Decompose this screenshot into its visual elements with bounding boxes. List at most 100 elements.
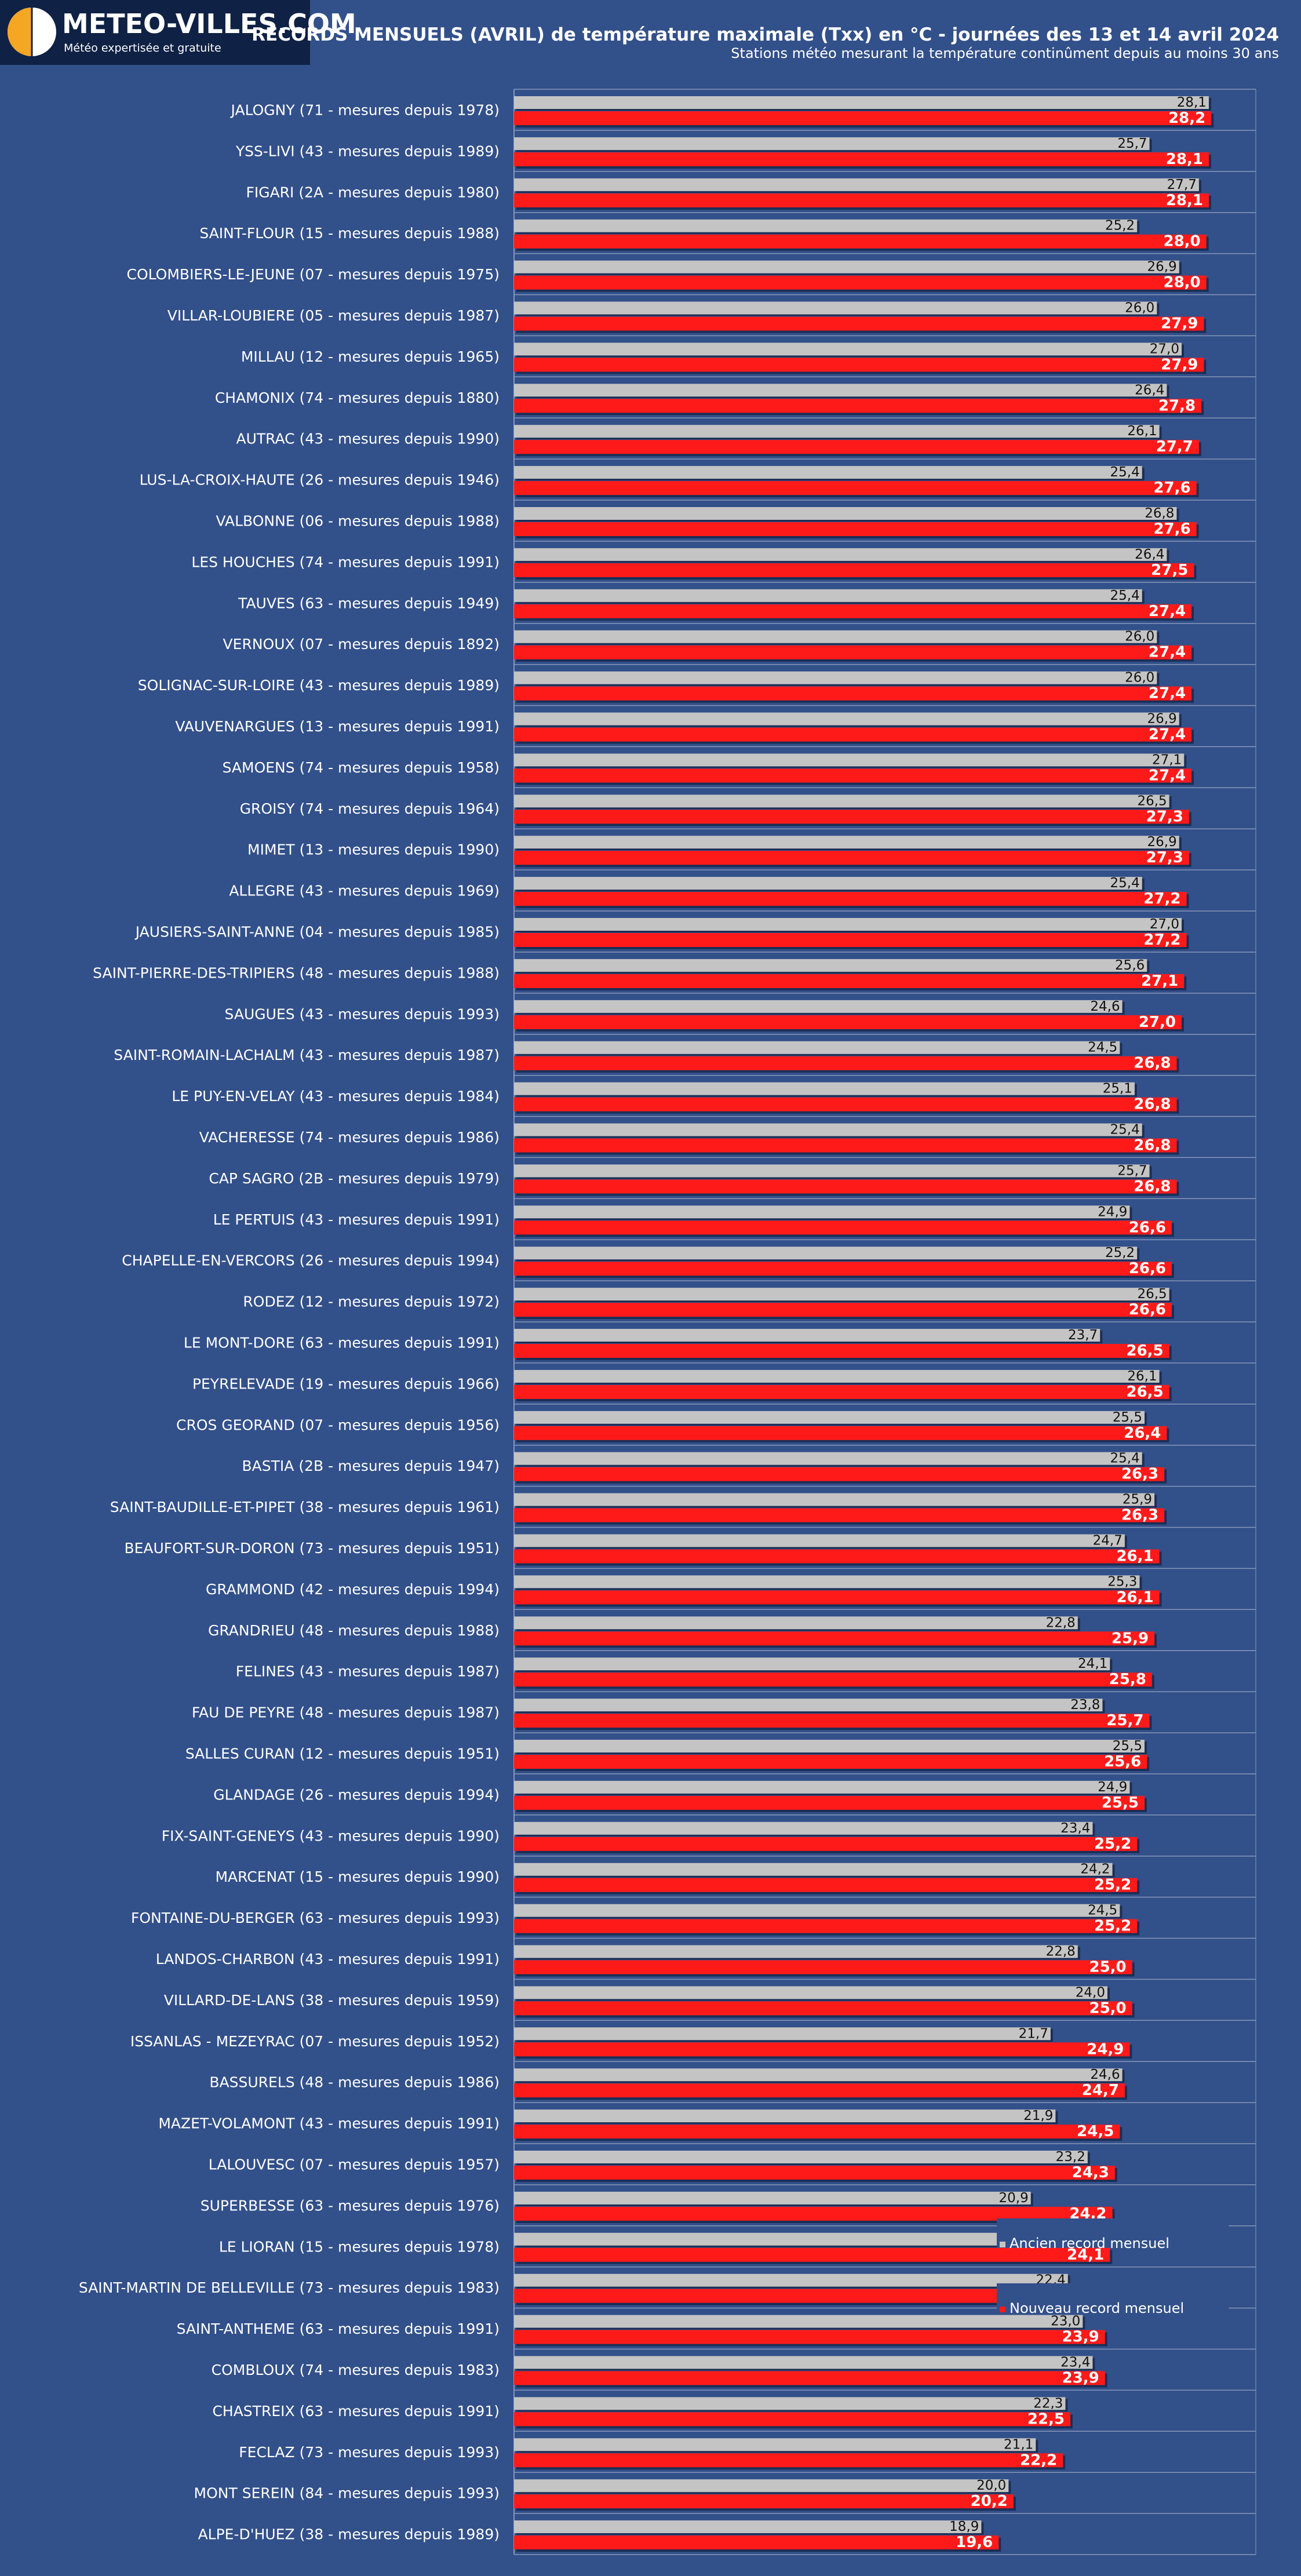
new-record-value: 19,6 xyxy=(956,2534,993,2551)
new-record-value: 27,6 xyxy=(1153,479,1190,497)
old-record-bar xyxy=(514,1452,1142,1465)
old-record-value: 24,9 xyxy=(1098,1780,1127,1795)
old-record-value: 23,0 xyxy=(1051,2314,1080,2329)
logo-banner: METEO-VILLES.COM Météo expertisée et gra… xyxy=(0,0,356,65)
station-label: SOLIGNAC-SUR-LOIRE (43 - mesures depuis … xyxy=(138,677,500,694)
old-record-value: 21,9 xyxy=(1023,2108,1053,2123)
new-record-bar xyxy=(514,1220,1172,1235)
new-record-bar xyxy=(514,974,1185,988)
new-record-value: 26,8 xyxy=(1134,1178,1171,1195)
station-label: BASTIA (2B - mesures depuis 1947) xyxy=(242,1458,500,1474)
old-record-value: 26,5 xyxy=(1137,793,1167,808)
old-record-bar xyxy=(514,2191,1031,2205)
legend-new-label: Nouveau record mensuel xyxy=(1010,2300,1184,2316)
old-record-bar xyxy=(514,1780,1130,1794)
station-label: BASSURELS (48 - mesures depuis 1986) xyxy=(209,2074,500,2091)
old-record-value: 26,4 xyxy=(1135,382,1164,398)
new-record-bar xyxy=(514,686,1192,701)
old-record-bar xyxy=(514,1329,1100,1342)
new-record-value: 27,2 xyxy=(1143,890,1180,908)
new-record-value: 25,2 xyxy=(1094,1877,1131,1894)
new-record-bar xyxy=(514,645,1192,660)
old-record-bar xyxy=(514,671,1157,684)
old-record-value: 23,7 xyxy=(1068,1328,1098,1343)
new-record-bar xyxy=(514,1179,1177,1194)
old-record-bar xyxy=(514,1575,1140,1588)
station-label: MIMET (13 - mesures depuis 1990) xyxy=(247,841,500,858)
new-record-bar xyxy=(514,1138,1177,1153)
new-record-value: 24,7 xyxy=(1082,2082,1119,2099)
old-record-value: 25,4 xyxy=(1110,588,1140,603)
old-record-bar xyxy=(514,2438,1036,2451)
old-record-bar xyxy=(514,918,1182,931)
new-record-value: 25,5 xyxy=(1102,1794,1139,1812)
new-record-value: 26,5 xyxy=(1127,1383,1164,1401)
new-record-bar xyxy=(514,2453,1063,2468)
new-record-value: 23,9 xyxy=(1062,2329,1099,2346)
new-record-value: 26,1 xyxy=(1116,1588,1153,1606)
old-record-bar xyxy=(514,1041,1120,1054)
old-record-value: 24,7 xyxy=(1093,1533,1123,1548)
old-record-bar xyxy=(514,1945,1078,1958)
old-record-bar xyxy=(514,1247,1138,1260)
old-record-value: 20,9 xyxy=(999,2191,1029,2206)
station-label: SAINT-ANTHEME (63 - mesures depuis 1991) xyxy=(177,2320,500,2337)
station-label: SAINT-BAUDILLE-ET-PIPET (38 - mesures de… xyxy=(110,1499,500,1515)
old-record-value: 24,6 xyxy=(1090,2067,1120,2082)
legend-old-label: Ancien record mensuel xyxy=(1010,2235,1169,2251)
station-label: FIX-SAINT-GENEYS (43 - mesures depuis 19… xyxy=(162,1827,500,1844)
new-record-value: 25,6 xyxy=(1104,1753,1141,1770)
station-label: SAINT-PIERRE-DES-TRIPIERS (48 - mesures … xyxy=(93,964,500,981)
station-label: FIGARI (2A - mesures depuis 1980) xyxy=(246,184,500,201)
legend-new-swatch xyxy=(1000,2307,1005,2312)
old-record-bar xyxy=(514,137,1150,150)
old-record-bar xyxy=(514,712,1179,726)
sun-logo-icon xyxy=(8,8,56,56)
station-label: CAP SAGRO (2B - mesures depuis 1979) xyxy=(209,1170,500,1187)
old-record-bar xyxy=(514,548,1167,561)
old-record-bar xyxy=(514,589,1142,602)
old-record-bar xyxy=(514,2479,1009,2493)
new-record-value: 26,6 xyxy=(1129,1260,1166,1277)
new-record-bar xyxy=(514,727,1192,742)
new-record-value: 26,3 xyxy=(1121,1466,1158,1483)
old-record-value: 23,2 xyxy=(1056,2149,1085,2165)
station-label: GROISY (74 - mesures depuis 1964) xyxy=(240,800,500,817)
old-record-value: 25,4 xyxy=(1110,1123,1140,1138)
new-record-bar xyxy=(514,2494,1014,2509)
new-record-value: 26,3 xyxy=(1121,1507,1158,1524)
station-label: VILLAR-LOUBIERE (05 - mesures depuis 198… xyxy=(167,307,500,324)
new-record-value: 24,1 xyxy=(1067,2246,1104,2264)
old-record-bar xyxy=(514,959,1147,972)
old-record-bar xyxy=(514,1699,1103,1712)
station-label: LANDOS-CHARBON (43 - mesures depuis 1991… xyxy=(156,1951,500,1967)
old-record-bar xyxy=(514,630,1157,643)
station-label: GRAMMOND (42 - mesures depuis 1994) xyxy=(206,1581,500,1598)
station-label: SUPERBESSE (63 - mesures depuis 1976) xyxy=(201,2197,500,2214)
station-label: SAUGUES (43 - mesures depuis 1993) xyxy=(225,1005,500,1022)
old-record-value: 25,5 xyxy=(1113,1739,1142,1754)
new-record-value: 28,1 xyxy=(1166,192,1203,209)
new-record-value: 27,0 xyxy=(1139,1014,1176,1031)
old-record-bar xyxy=(514,466,1142,479)
old-record-bar xyxy=(514,2397,1066,2410)
old-record-bar xyxy=(514,2273,1068,2287)
new-record-bar xyxy=(514,1467,1165,1481)
old-record-value: 24,0 xyxy=(1076,1985,1105,2000)
old-record-value: 24,9 xyxy=(1098,1204,1127,1219)
old-record-bar xyxy=(514,1411,1145,1424)
station-label: BEAUFORT-SUR-DORON (73 - mesures depuis … xyxy=(124,1540,500,1557)
old-record-bar xyxy=(514,1534,1125,1547)
station-label: MONT SEREIN (84 - mesures depuis 1993) xyxy=(194,2485,500,2502)
new-record-bar xyxy=(514,234,1207,249)
new-record-bar xyxy=(514,1262,1172,1276)
new-record-value: 22,2 xyxy=(1020,2451,1057,2469)
new-record-value: 27,4 xyxy=(1149,644,1186,661)
station-label: ALLEGRE (43 - mesures depuis 1969) xyxy=(229,883,500,899)
new-record-bar xyxy=(514,604,1192,618)
station-label: MAZET-VOLAMONT (43 - mesures depuis 1991… xyxy=(158,2115,500,2132)
old-record-value: 24,2 xyxy=(1080,1862,1110,1877)
old-record-value: 28,1 xyxy=(1177,95,1207,110)
new-record-value: 27,3 xyxy=(1146,808,1183,825)
station-label: SAINT-FLOUR (15 - mesures depuis 1988) xyxy=(199,225,500,242)
